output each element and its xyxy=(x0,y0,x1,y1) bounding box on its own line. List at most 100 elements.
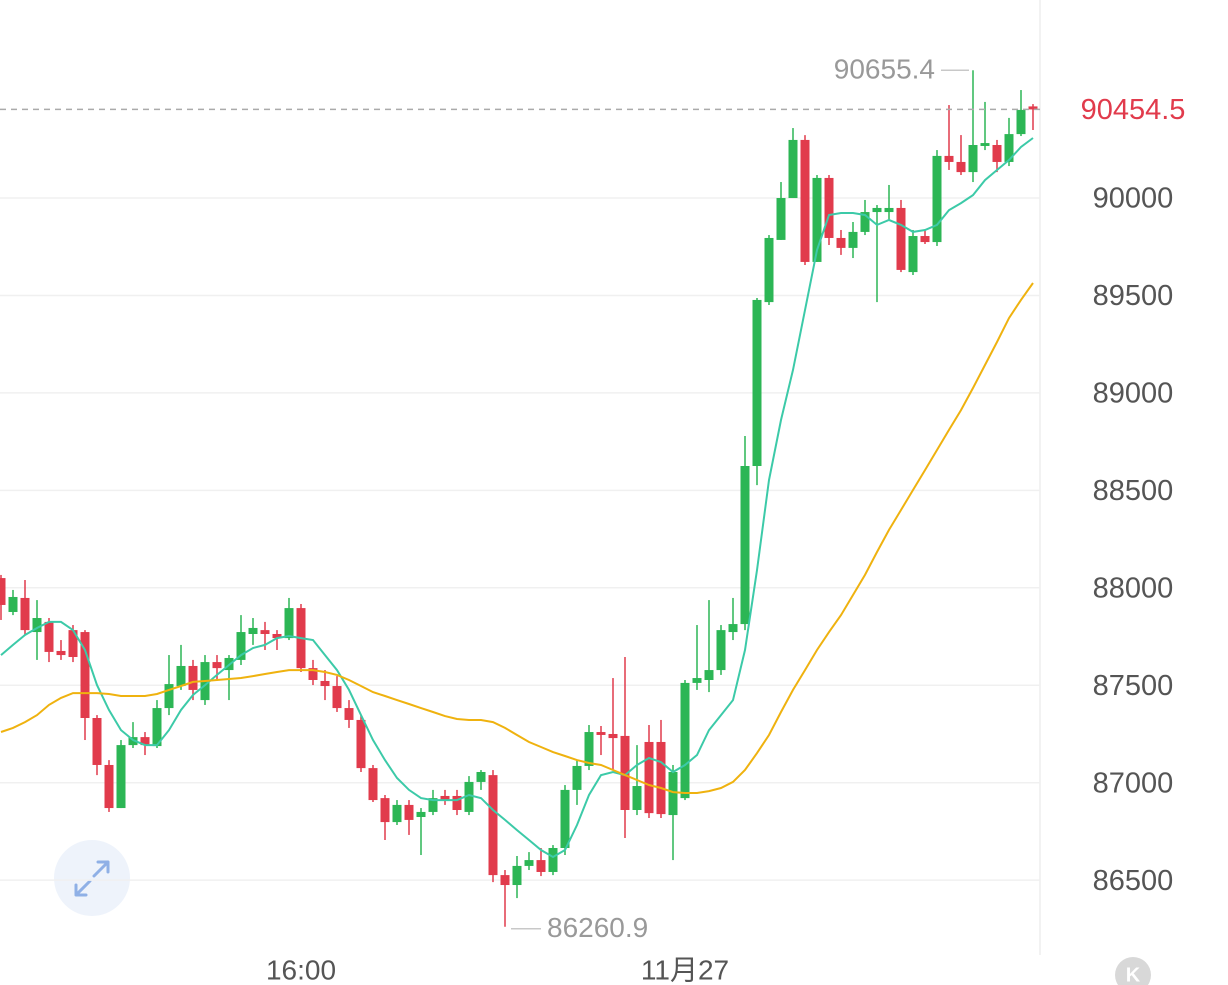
candle-body xyxy=(608,733,618,739)
min-label: 86260.9 xyxy=(547,912,648,943)
candle-body xyxy=(248,627,258,635)
candle-body xyxy=(752,299,762,467)
candle-body xyxy=(1016,109,1026,135)
y-tick-label: 86500 xyxy=(1093,865,1174,897)
expand-button[interactable] xyxy=(54,840,130,916)
candle-body xyxy=(116,745,126,809)
candle-body xyxy=(932,155,942,243)
y-tick-label: 90000 xyxy=(1093,183,1174,215)
ma-line xyxy=(0,282,1034,794)
candle-body xyxy=(968,145,978,173)
candle-body xyxy=(68,630,78,658)
candle-body xyxy=(152,708,162,747)
candle-body xyxy=(692,678,702,683)
candle-body xyxy=(560,789,570,849)
candle-body xyxy=(416,811,426,818)
candle-body xyxy=(908,236,918,273)
y-tick-label: 87500 xyxy=(1093,670,1174,702)
candle-body xyxy=(620,735,630,810)
candle-body xyxy=(704,670,714,680)
candle-body xyxy=(20,597,30,631)
candle-body xyxy=(944,155,954,162)
candle-body xyxy=(464,781,474,812)
y-tick-label: 89000 xyxy=(1093,378,1174,410)
candle-body xyxy=(536,860,546,872)
y-tick-label: 88000 xyxy=(1093,572,1174,604)
candle-body xyxy=(644,741,654,814)
candle-body xyxy=(872,207,882,213)
candle-body xyxy=(728,624,738,633)
candle-body xyxy=(992,145,1002,162)
candle-body xyxy=(236,632,246,660)
candle-body xyxy=(812,177,822,262)
expand-icon[interactable] xyxy=(74,860,110,897)
candle-body xyxy=(44,621,54,652)
ma-line xyxy=(0,137,1034,859)
last-price-label: 90454.5 xyxy=(1081,94,1186,126)
candle-body xyxy=(404,804,414,820)
candle-body xyxy=(56,650,66,656)
candle-body xyxy=(164,684,174,709)
candle-body xyxy=(596,732,606,735)
candle-body xyxy=(776,198,786,240)
candle-body xyxy=(260,630,270,635)
candle-body xyxy=(356,719,366,769)
candle-body xyxy=(0,578,6,605)
last-price-bg xyxy=(1050,89,1222,130)
candle-body xyxy=(140,737,150,746)
candle-body xyxy=(272,634,282,639)
expand-button-bg[interactable] xyxy=(54,840,130,916)
max-label: 90655.4 xyxy=(834,54,935,85)
candle-body xyxy=(80,632,90,719)
y-tick-label: 89500 xyxy=(1093,280,1174,312)
candle-body xyxy=(656,741,666,815)
candle-body xyxy=(320,680,330,687)
candle-body xyxy=(824,177,834,238)
y-tick-label: 88500 xyxy=(1093,475,1174,507)
candle-body xyxy=(524,860,534,866)
candle-body xyxy=(632,786,642,810)
candle-body xyxy=(308,668,318,680)
candle-body xyxy=(1004,134,1014,162)
candle-body xyxy=(476,771,486,782)
logo-badge xyxy=(1115,957,1151,985)
candle-body xyxy=(860,212,870,232)
candle-body xyxy=(764,237,774,303)
logo-text: K xyxy=(1126,964,1141,985)
x-tick-label: 16:00 xyxy=(266,954,336,985)
candle-body xyxy=(512,865,522,886)
candle-body xyxy=(488,775,498,876)
candle-body xyxy=(920,236,930,243)
candle-body xyxy=(428,798,438,812)
candle-body xyxy=(716,630,726,671)
candle-body xyxy=(884,207,894,213)
candle-body xyxy=(32,618,42,633)
candle-body xyxy=(956,161,966,173)
x-tick-label: 11月27 xyxy=(641,954,729,985)
candle-body xyxy=(92,718,102,765)
candle-body xyxy=(788,139,798,199)
candle-body xyxy=(836,237,846,248)
candle-body xyxy=(368,768,378,801)
candle-body xyxy=(104,764,114,809)
candle-body xyxy=(188,665,198,690)
candle-body xyxy=(332,686,342,709)
candle-body xyxy=(8,596,18,612)
candle-body xyxy=(1028,106,1038,110)
candle-body xyxy=(500,875,510,886)
candle-body xyxy=(740,466,750,625)
candle-body xyxy=(212,662,222,669)
candle-body xyxy=(668,771,678,816)
candle-body xyxy=(800,139,810,262)
candle-body xyxy=(584,732,594,766)
candle-body xyxy=(380,798,390,823)
candle-body xyxy=(128,737,138,746)
candle-body xyxy=(896,207,906,270)
candle-body xyxy=(284,608,294,639)
candle-body xyxy=(440,795,450,801)
candle-body xyxy=(176,665,186,687)
y-tick-label: 87000 xyxy=(1093,767,1174,799)
